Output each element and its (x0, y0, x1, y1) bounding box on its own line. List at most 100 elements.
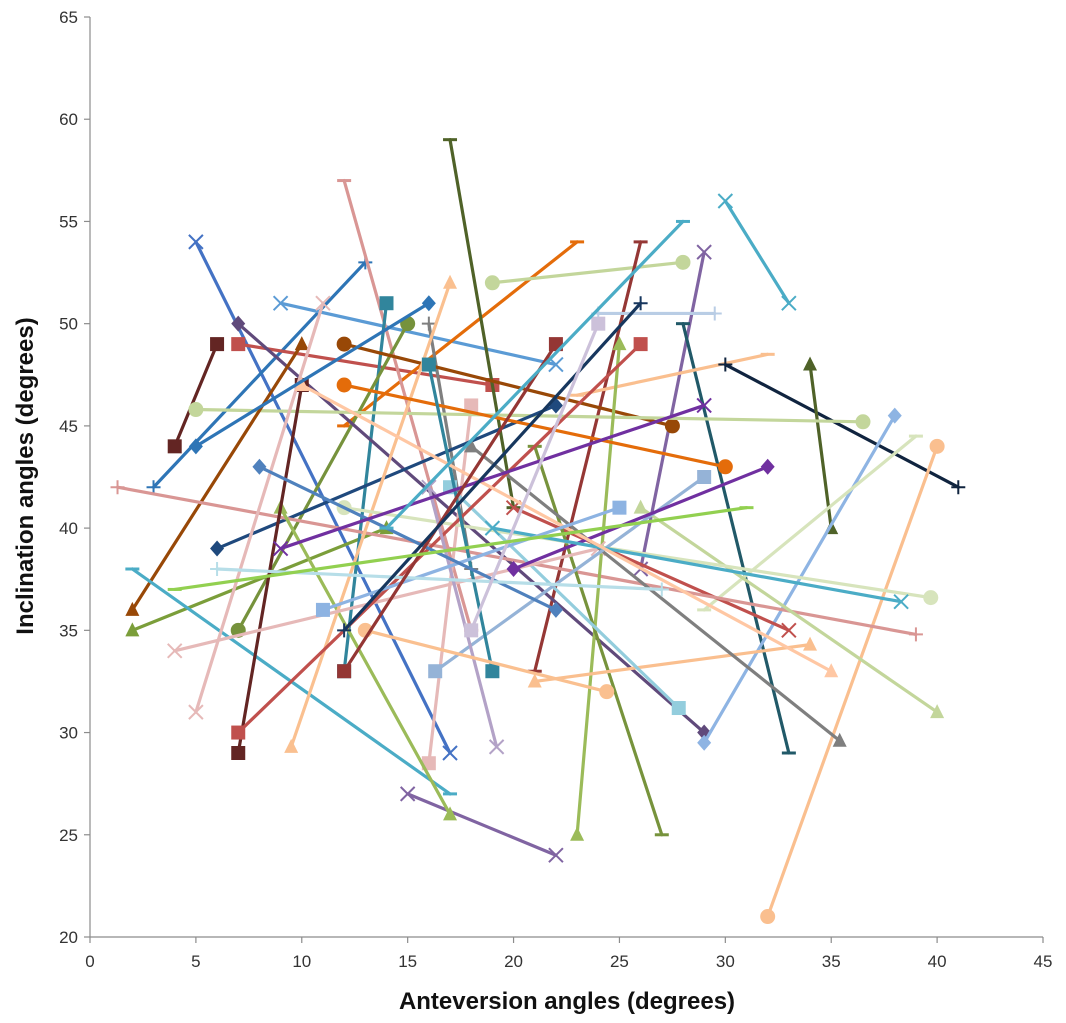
series-line (194, 301, 325, 714)
x-axis-ticks: 0 5 10 15 20 25 30 35 40 45 (85, 937, 1052, 971)
series-group (336, 377, 733, 475)
y-tick-label: 45 (59, 417, 78, 436)
series-group (527, 636, 818, 688)
series-line (342, 301, 643, 632)
data-point-marker (696, 397, 712, 414)
series-line (115, 485, 918, 637)
series-line (681, 322, 791, 755)
data-point-marker (591, 316, 606, 331)
data-point-marker (315, 295, 331, 311)
series-group (188, 295, 331, 720)
series-group (570, 352, 775, 397)
data-point-marker (294, 336, 309, 351)
data-point-marker (717, 459, 733, 475)
series-line (289, 281, 452, 749)
series-group (717, 193, 797, 311)
series-line (342, 383, 727, 469)
data-point-marker (421, 316, 436, 331)
data-point-marker (612, 336, 627, 351)
data-point-marker (443, 806, 458, 821)
x-tick-label: 25 (610, 952, 629, 971)
data-point-marker (633, 499, 648, 514)
series-group (760, 438, 945, 925)
series-group (697, 434, 923, 612)
data-point-marker (488, 739, 505, 755)
series-layer (110, 138, 966, 925)
data-point-marker (428, 664, 443, 679)
axes: 0 5 10 15 20 25 30 35 40 45 20 25 30 35 40 45 50 55 60 65 (59, 8, 1052, 971)
data-point-marker (336, 377, 352, 393)
series-line (427, 362, 494, 673)
data-point-marker (231, 315, 246, 332)
data-point-marker (125, 622, 140, 637)
series-line (173, 342, 219, 448)
series-group (231, 337, 648, 740)
series-line (300, 383, 833, 673)
data-point-marker (671, 701, 686, 716)
series-line (363, 628, 609, 694)
data-point-marker (167, 439, 182, 454)
x-tick-label: 30 (716, 952, 735, 971)
y-tick-label: 25 (59, 826, 78, 845)
data-point-marker (252, 458, 267, 475)
data-point-marker (337, 664, 352, 679)
series-group (337, 296, 648, 638)
series-line (194, 301, 431, 448)
data-point-marker (697, 734, 712, 751)
data-point-marker (855, 414, 871, 430)
y-tick-label: 35 (59, 621, 78, 640)
series-line (236, 322, 410, 632)
series-group (294, 377, 839, 678)
series-line (490, 260, 685, 285)
data-point-marker (210, 540, 225, 557)
series-group (675, 322, 796, 755)
data-point-marker (707, 306, 722, 321)
data-point-marker (803, 636, 818, 651)
series-line (384, 219, 685, 530)
data-point-marker (760, 458, 775, 475)
y-axis-title: Inclination angles (degrees) (12, 317, 39, 634)
data-point-marker (421, 357, 436, 372)
data-point-marker (379, 296, 394, 311)
series-line (490, 526, 903, 604)
data-point-marker (893, 594, 909, 610)
data-point-marker (570, 826, 585, 841)
data-point-marker (675, 254, 691, 270)
series-group (110, 480, 923, 642)
series-line (236, 342, 643, 735)
series-line (427, 485, 499, 749)
series-group (357, 622, 615, 700)
x-tick-label: 5 (191, 952, 200, 971)
series-group (272, 295, 564, 373)
y-axis-ticks: 20 25 30 35 40 45 50 55 60 65 (59, 8, 90, 947)
series-group (591, 306, 722, 321)
series-group (337, 240, 585, 428)
series-group (464, 316, 606, 638)
data-point-marker (464, 623, 479, 638)
data-point-marker (718, 357, 733, 372)
x-tick-label: 20 (504, 952, 523, 971)
data-point-marker (336, 336, 352, 352)
series-line (702, 414, 897, 745)
data-point-marker (612, 500, 627, 515)
data-point-marker (484, 520, 501, 536)
data-point-marker (272, 295, 289, 311)
data-point-marker (188, 402, 204, 418)
series-group (399, 786, 564, 863)
series-group (230, 316, 416, 638)
data-point-marker (421, 479, 437, 495)
series-group (570, 336, 627, 841)
data-point-marker (633, 337, 648, 352)
series-group (443, 138, 521, 510)
data-point-marker (231, 337, 246, 352)
series-line (130, 342, 304, 612)
series-group (146, 255, 373, 495)
data-point-marker (464, 438, 479, 453)
x-tick-label: 15 (398, 952, 417, 971)
data-point-marker (887, 407, 902, 424)
series-group (506, 458, 775, 577)
data-point-marker (781, 622, 797, 639)
data-point-marker (231, 725, 246, 740)
data-point-marker (654, 582, 669, 597)
